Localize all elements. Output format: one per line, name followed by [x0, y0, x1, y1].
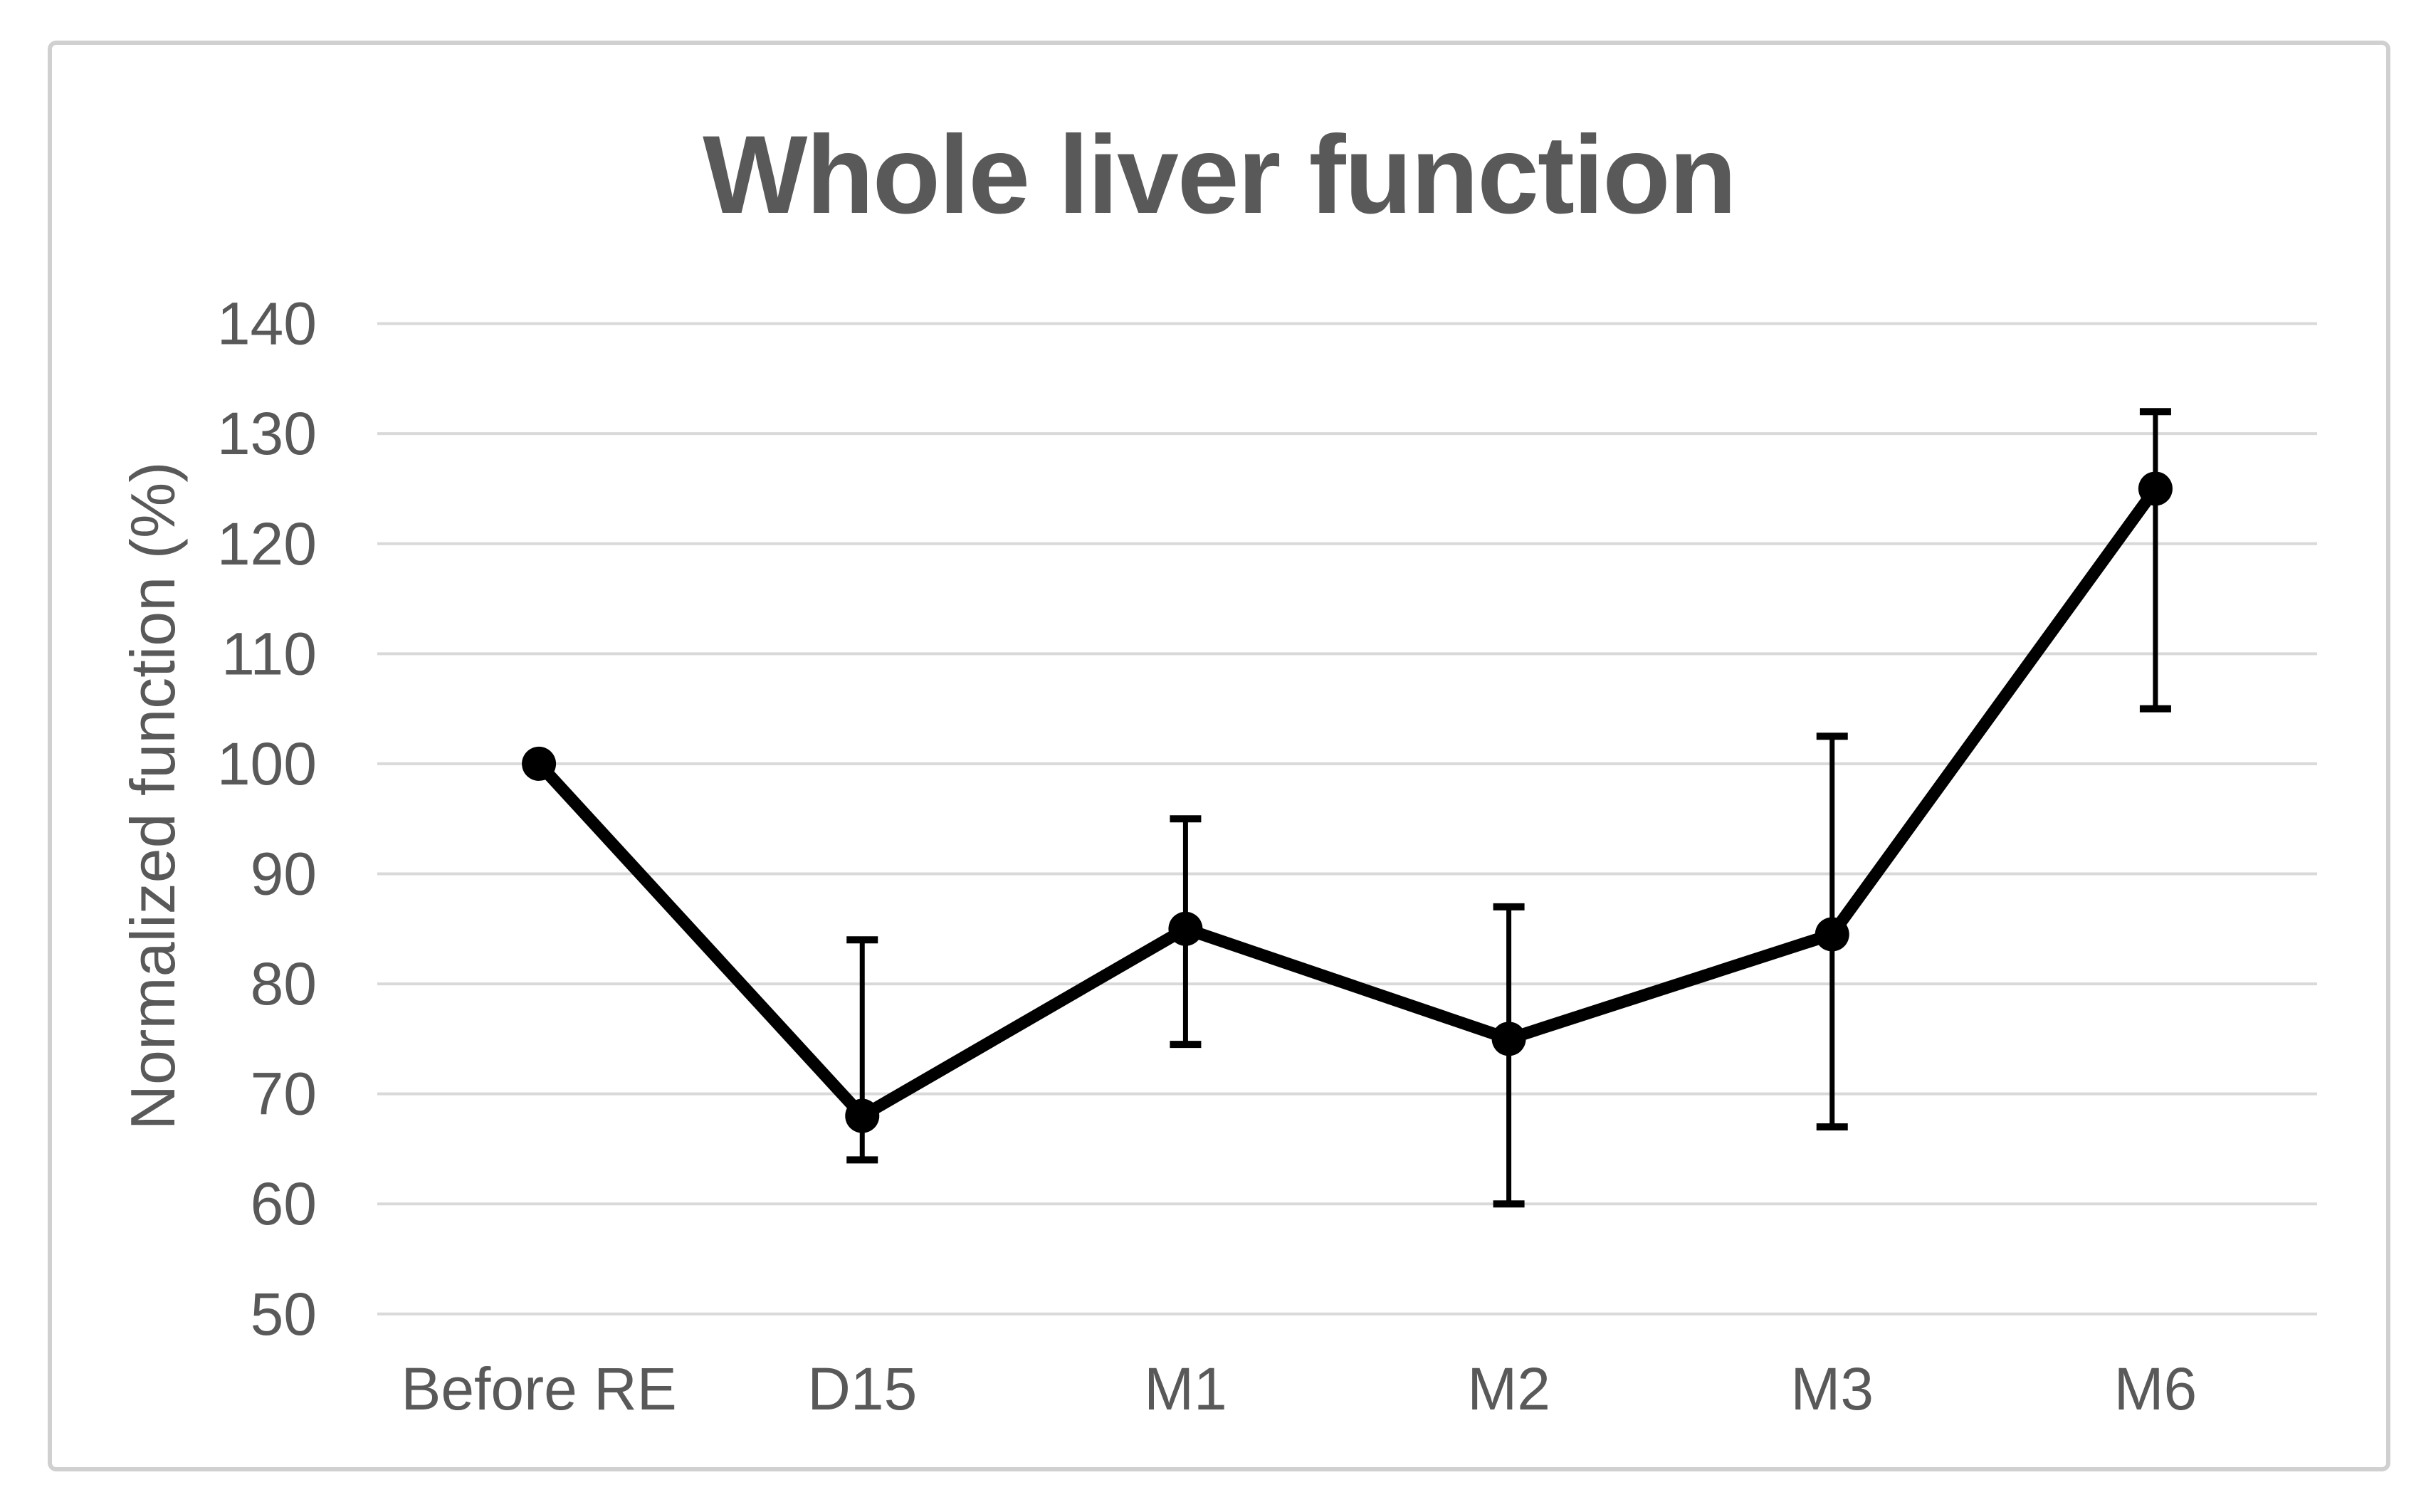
data-point-marker: [845, 1098, 880, 1133]
chart-figure-border: [48, 41, 2390, 1471]
y-tick-label: 120: [217, 510, 317, 577]
x-axis-label: D15: [807, 1355, 917, 1422]
data-point-marker: [1168, 911, 1203, 946]
y-tick-label: 100: [217, 730, 317, 797]
y-tick-label: 110: [221, 620, 317, 687]
y-axis-title: Normalized function (%): [117, 462, 188, 1130]
data-point-marker: [2138, 471, 2173, 506]
x-axis-label: Before RE: [401, 1355, 677, 1422]
data-point-marker: [1815, 917, 1849, 952]
x-axis-label: M1: [1144, 1355, 1227, 1422]
y-tick-label: 50: [251, 1281, 317, 1348]
data-point-marker: [1491, 1022, 1526, 1056]
y-tick-label: 90: [251, 840, 317, 907]
y-tick-label: 140: [217, 290, 317, 357]
data-point-marker: [522, 746, 557, 781]
x-axis-label: M6: [2114, 1355, 2197, 1422]
y-tick-label: 130: [217, 400, 317, 467]
x-axis-label: M2: [1467, 1355, 1550, 1422]
series-line: [532, 482, 2162, 1123]
y-tick-label: 80: [251, 950, 317, 1017]
x-axis-label: M3: [1790, 1355, 1874, 1422]
chart-title: Whole liver function: [703, 113, 1737, 237]
y-tick-label: 70: [251, 1061, 317, 1128]
y-tick-label: 60: [251, 1170, 317, 1237]
